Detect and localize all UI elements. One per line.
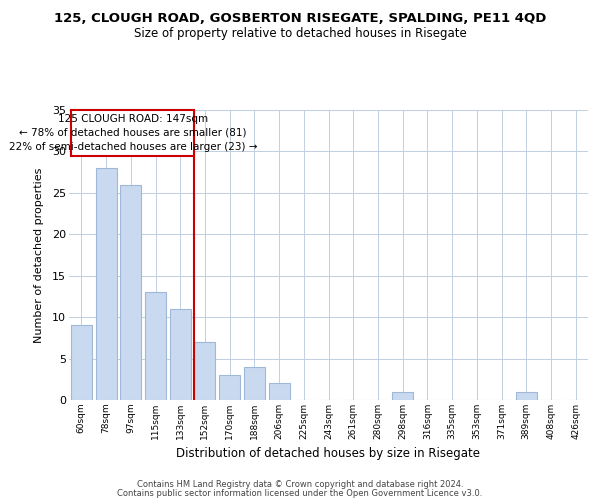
Bar: [392, 392, 413, 400]
Bar: [516, 392, 537, 400]
Text: Size of property relative to detached houses in Risegate: Size of property relative to detached ho…: [134, 28, 466, 40]
Text: 125, CLOUGH ROAD, GOSBERTON RISEGATE, SPALDING, PE11 4QD: 125, CLOUGH ROAD, GOSBERTON RISEGATE, SP…: [54, 12, 546, 26]
Bar: [170, 309, 191, 400]
Y-axis label: Number of detached properties: Number of detached properties: [34, 168, 44, 342]
Bar: [244, 367, 265, 400]
Bar: [194, 342, 215, 400]
Bar: [95, 168, 116, 400]
Text: Contains public sector information licensed under the Open Government Licence v3: Contains public sector information licen…: [118, 489, 482, 498]
Text: Contains HM Land Registry data © Crown copyright and database right 2024.: Contains HM Land Registry data © Crown c…: [137, 480, 463, 489]
X-axis label: Distribution of detached houses by size in Risegate: Distribution of detached houses by size …: [176, 448, 481, 460]
Bar: [71, 326, 92, 400]
Bar: [269, 384, 290, 400]
Text: 125 CLOUGH ROAD: 147sqm
← 78% of detached houses are smaller (81)
22% of semi-de: 125 CLOUGH ROAD: 147sqm ← 78% of detache…: [8, 114, 257, 152]
Bar: [120, 184, 141, 400]
Bar: [145, 292, 166, 400]
Bar: [219, 375, 240, 400]
FancyBboxPatch shape: [71, 110, 194, 156]
